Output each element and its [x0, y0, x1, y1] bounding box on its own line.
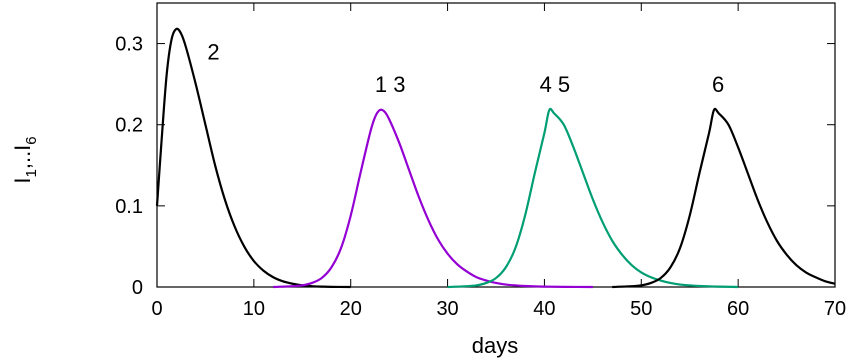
series-line-3 [447, 107, 739, 289]
y-axis-label-base: I [10, 178, 35, 184]
plot-frame [156, 2, 836, 288]
x-tick-label: 10 [243, 298, 265, 320]
x-tick-label: 30 [436, 298, 458, 320]
x-tick-label: 0 [151, 298, 162, 320]
peak-annotation: 4 5 [540, 72, 571, 97]
peak-annotation: 6 [712, 72, 724, 97]
series-line-4 [612, 107, 836, 289]
peak-annotation: 2 [207, 40, 219, 65]
x-tick-label: 40 [533, 298, 555, 320]
x-tick-label: 50 [630, 298, 652, 320]
x-tick-label: 60 [727, 298, 749, 320]
series-layer [155, 27, 836, 289]
annotation-layer: 2 1 3 4 5 6 [207, 40, 724, 97]
plot-border [156, 2, 836, 288]
y-tick-label: 0.1 [115, 196, 143, 218]
series-line-1 [155, 27, 351, 289]
x-axis-ticks: 0 10 20 30 40 50 60 70 [151, 3, 846, 320]
y-tick-label: 0 [132, 277, 143, 299]
y-tick-label: 0.2 [115, 115, 143, 137]
y-axis-ticks: 0 0.1 0.2 0.3 [115, 34, 835, 299]
y-axis-label-mid: ,..I [10, 145, 35, 169]
series-line-2 [273, 108, 593, 289]
y-axis-label-sub1: 1 [23, 169, 40, 177]
y-axis-label: I1,..I6 [10, 136, 40, 183]
peak-annotation: 1 3 [375, 72, 406, 97]
x-tick-label: 70 [824, 298, 846, 320]
y-axis-label-sub2: 6 [23, 136, 40, 144]
y-tick-label: 0.3 [115, 34, 143, 56]
x-axis-label: days [472, 333, 518, 358]
x-tick-label: 20 [340, 298, 362, 320]
